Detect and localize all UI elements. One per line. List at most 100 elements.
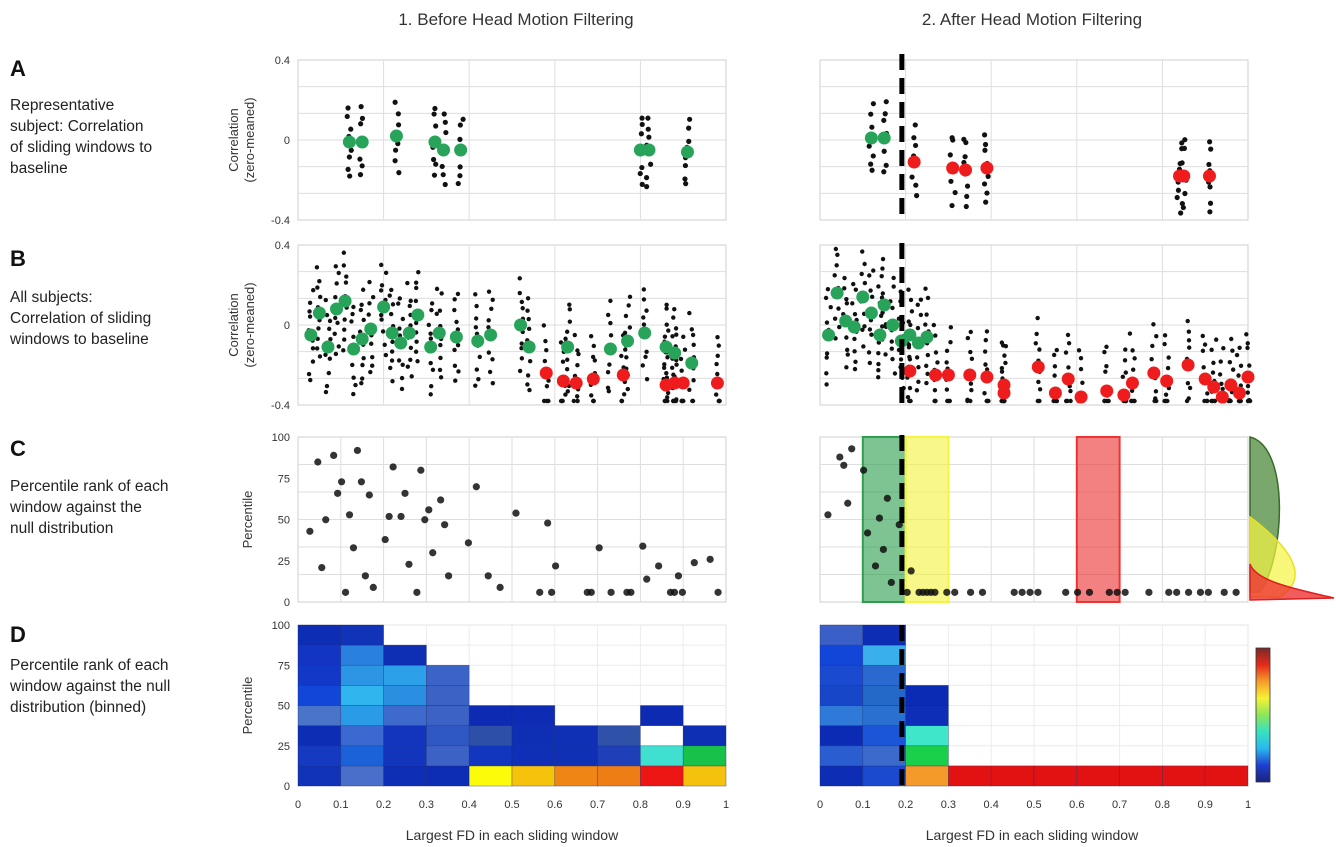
- window-correlation-point: [564, 329, 570, 334]
- window-correlation-point: [862, 324, 867, 329]
- window-correlation-point: [571, 398, 576, 404]
- window-mean-point: [1177, 169, 1191, 183]
- window-correlation-point: [1179, 160, 1185, 166]
- window-correlation-point: [434, 286, 440, 292]
- window-correlation-point: [639, 181, 645, 187]
- window-correlation-point: [388, 311, 394, 317]
- window-correlation-point: [1204, 398, 1210, 404]
- window-correlation-point: [678, 356, 684, 362]
- window-percentile-point: [1034, 588, 1042, 596]
- window-correlation-point: [842, 286, 847, 291]
- window-correlation-point: [952, 189, 958, 196]
- kept-window-mean-point: [304, 328, 318, 342]
- window-percentile-point: [903, 588, 911, 596]
- x-tick-label: 0.7: [590, 799, 605, 811]
- window-correlation-point: [1244, 332, 1249, 337]
- window-correlation-point: [487, 369, 493, 375]
- window-correlation-point: [1003, 360, 1008, 366]
- window-correlation-point: [351, 334, 356, 340]
- window-percentile-point: [464, 539, 473, 547]
- window-mean-point: [864, 131, 878, 145]
- heatmap-cell: [597, 745, 641, 767]
- window-correlation-point: [392, 158, 398, 164]
- window-correlation-point: [324, 312, 330, 318]
- window-correlation-point: [1106, 398, 1111, 404]
- window-mean-point: [680, 145, 694, 159]
- kept-window-mean-point: [847, 320, 861, 334]
- heatmap-cell: [297, 725, 342, 747]
- window-correlation-point: [1034, 331, 1039, 337]
- window-correlation-point: [608, 333, 614, 338]
- window-correlation-point: [870, 153, 876, 159]
- window-correlation-point: [852, 336, 857, 342]
- window-correlation-point: [400, 362, 405, 368]
- kept-window-mean-point: [514, 318, 528, 332]
- heatmap-cell: [340, 705, 384, 726]
- window-correlation-point: [605, 370, 611, 375]
- window-percentile-point: [512, 509, 520, 517]
- kept-window-mean-point: [603, 342, 617, 356]
- window-correlation-point: [348, 147, 354, 153]
- removed-window-mean-point: [1074, 390, 1088, 404]
- window-percentile-point: [907, 567, 915, 575]
- window-correlation-point: [944, 348, 950, 354]
- window-correlation-point: [690, 332, 696, 338]
- window-percentile-point: [943, 588, 951, 596]
- window-percentile-point: [871, 562, 880, 570]
- x-tick-label: 0.9: [1198, 799, 1213, 811]
- removed-window-mean-point: [963, 368, 977, 382]
- window-percentile-point: [887, 578, 895, 587]
- window-correlation-point: [408, 357, 413, 362]
- window-correlation-point: [517, 276, 522, 281]
- heatmap-cell: [383, 705, 427, 726]
- removed-window-mean-point: [1207, 380, 1221, 394]
- window-percentile-point: [587, 588, 595, 596]
- window-correlation-point: [883, 352, 888, 357]
- window-correlation-point: [645, 115, 651, 121]
- window-correlation-point: [1238, 398, 1243, 404]
- window-correlation-point: [949, 202, 955, 209]
- window-correlation-point: [981, 132, 988, 138]
- window-correlation-point: [924, 363, 929, 369]
- window-correlation-point: [662, 334, 668, 339]
- window-correlation-point: [861, 344, 866, 349]
- heatmap-cell: [819, 685, 864, 706]
- window-correlation-point: [985, 173, 991, 179]
- window-correlation-point: [474, 367, 480, 372]
- removed-window-mean-point: [1117, 388, 1131, 402]
- window-percentile-point: [548, 588, 556, 596]
- window-percentile-point: [1232, 588, 1240, 596]
- window-correlation-point: [909, 174, 915, 180]
- window-correlation-point: [621, 392, 627, 397]
- window-correlation-point: [868, 288, 873, 293]
- heatmap-cell: [297, 664, 342, 686]
- row-description-line: windows to baseline: [10, 331, 149, 348]
- window-correlation-point: [1185, 318, 1190, 324]
- window-correlation-point: [397, 326, 402, 331]
- window-correlation-point: [982, 141, 989, 148]
- window-correlation-point: [876, 361, 881, 367]
- window-correlation-point: [317, 279, 322, 284]
- heatmap-cell: [383, 685, 427, 706]
- window-correlation-point: [870, 101, 876, 107]
- window-correlation-point: [1237, 345, 1242, 350]
- removed-window-mean-point: [1160, 374, 1174, 388]
- heatmap-cell: [597, 725, 641, 747]
- panel-C2: [819, 436, 1249, 603]
- window-correlation-point: [1229, 336, 1234, 342]
- window-correlation-point: [891, 284, 896, 289]
- window-correlation-point: [876, 368, 881, 373]
- window-correlation-point: [924, 312, 929, 317]
- window-correlation-point: [357, 156, 363, 162]
- window-correlation-point: [477, 354, 482, 360]
- window-correlation-point: [860, 249, 865, 254]
- window-mean-point: [342, 135, 356, 149]
- window-correlation-point: [880, 256, 886, 262]
- window-correlation-point: [691, 342, 696, 348]
- heatmap-cell: [511, 745, 556, 767]
- heatmap-cell: [383, 765, 427, 787]
- window-correlation-point: [969, 356, 975, 361]
- window-correlation-point: [1246, 397, 1252, 403]
- window-percentile-point: [369, 583, 377, 592]
- window-correlation-point: [314, 346, 320, 351]
